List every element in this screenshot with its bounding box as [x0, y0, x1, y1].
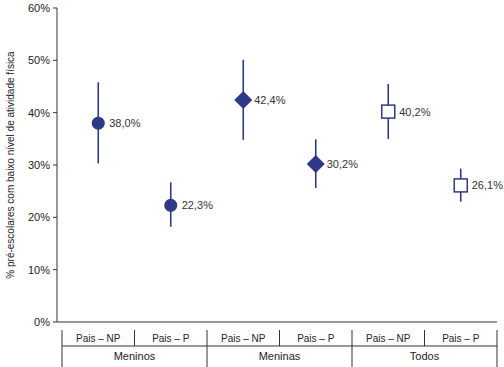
data-label: 42,4% [254, 94, 285, 106]
labels: 38,0% 22,3% 42,4% 30,2% 40,2% 26,1% [109, 94, 503, 211]
chart: 0% 10% 20% 30% 40% 50% 60% % pré-escolares com … [0, 0, 504, 367]
y-tick [53, 322, 57, 323]
point [307, 155, 325, 173]
data-label: 38,0% [109, 117, 140, 129]
point [454, 179, 467, 192]
table-divider [352, 330, 353, 367]
y-tick [53, 8, 57, 9]
y-tick-label: 20% [28, 211, 50, 223]
table-divider [207, 330, 208, 367]
point [382, 105, 395, 118]
y-tick-label: 50% [28, 54, 50, 66]
y-axis-label: % pré-escolares com baixo nível de ativi… [5, 51, 16, 279]
x-tick-label: Pais – P [442, 333, 480, 344]
x-tick-label: Pais – NP [221, 333, 266, 344]
data-label: 22,3% [182, 199, 213, 211]
y-tick-label: 40% [28, 107, 50, 119]
point [234, 91, 252, 109]
marks [92, 60, 468, 227]
table-divider [424, 330, 425, 346]
y-tick-label: 60% [28, 2, 50, 14]
table-divider [134, 330, 135, 346]
y-tick [53, 269, 57, 270]
x-tick-label: Pais – NP [76, 333, 121, 344]
y-tick [53, 165, 57, 166]
group-label: Meninos [114, 350, 156, 362]
x-tick-label: Pais – P [297, 333, 335, 344]
data-label: 26,1% [472, 179, 503, 191]
group-label: Todos [410, 350, 440, 362]
table-divider [62, 330, 63, 367]
table-divider [279, 330, 280, 346]
data-label: 40,2% [399, 106, 430, 118]
group-label: Meninas [259, 350, 301, 362]
x-axis [57, 322, 497, 323]
y-tick-label: 0% [34, 316, 50, 328]
point [92, 117, 105, 130]
table-divider [497, 330, 498, 367]
y-tick-label: 30% [28, 159, 50, 171]
x-tick-label: Pais – NP [366, 333, 411, 344]
y-tick [53, 60, 57, 61]
data-label: 30,2% [327, 158, 358, 170]
x-tick-label: Pais – P [152, 333, 190, 344]
y-tick-label: 10% [28, 264, 50, 276]
point [164, 199, 177, 212]
y-tick [53, 217, 57, 218]
y-tick [53, 112, 57, 113]
